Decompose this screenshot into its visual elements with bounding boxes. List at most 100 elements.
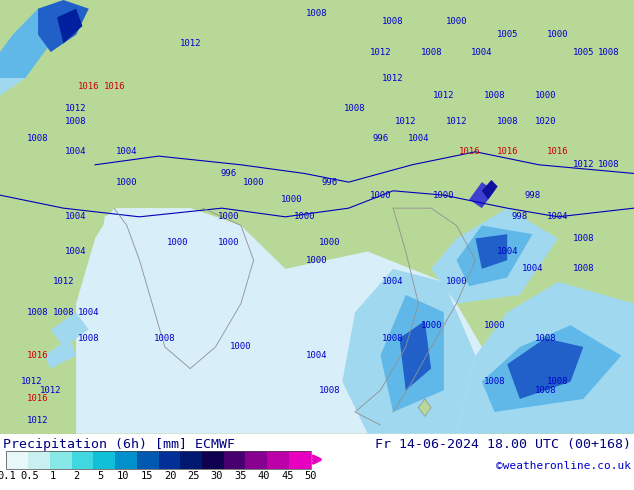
Polygon shape (482, 180, 498, 199)
Text: 1008: 1008 (27, 308, 49, 317)
Polygon shape (482, 325, 621, 412)
Text: 10: 10 (117, 471, 129, 481)
Text: 1004: 1004 (65, 212, 87, 221)
Text: 1004: 1004 (408, 134, 429, 143)
Text: 1008: 1008 (78, 334, 100, 343)
Text: 1012: 1012 (446, 117, 467, 126)
Text: 1008: 1008 (382, 334, 404, 343)
Text: 998: 998 (524, 191, 541, 199)
Text: 1008: 1008 (598, 160, 619, 169)
Text: 5: 5 (97, 471, 103, 481)
Text: 1000: 1000 (116, 178, 138, 187)
Text: 1012: 1012 (433, 91, 455, 100)
Text: 1008: 1008 (534, 386, 556, 395)
Text: 1000: 1000 (294, 212, 315, 221)
Bar (267, 451, 289, 468)
Polygon shape (456, 282, 634, 434)
Polygon shape (0, 9, 63, 78)
Text: 1004: 1004 (65, 147, 87, 156)
Text: 1016: 1016 (458, 147, 480, 156)
Text: 1008: 1008 (306, 8, 328, 18)
Text: 1004: 1004 (522, 265, 543, 273)
Polygon shape (380, 295, 444, 412)
Bar (289, 451, 311, 468)
Text: 1008: 1008 (484, 91, 505, 100)
Text: 1000: 1000 (281, 195, 302, 204)
Text: 1008: 1008 (496, 117, 518, 126)
Text: 1016: 1016 (103, 82, 125, 91)
Bar (50, 451, 72, 468)
Text: Precipitation (6h) [mm] ECMWF: Precipitation (6h) [mm] ECMWF (3, 438, 235, 451)
Text: 1008: 1008 (598, 48, 619, 56)
Text: 2: 2 (74, 471, 80, 481)
Text: 1016: 1016 (547, 147, 569, 156)
Polygon shape (51, 312, 89, 347)
Bar (137, 451, 158, 468)
Text: 1008: 1008 (534, 334, 556, 343)
Polygon shape (431, 208, 558, 304)
Text: 0.5: 0.5 (20, 471, 39, 481)
Bar (202, 451, 224, 468)
Polygon shape (95, 208, 254, 368)
Text: 1008: 1008 (420, 48, 442, 56)
Text: 1000: 1000 (534, 91, 556, 100)
Text: ©weatheronline.co.uk: ©weatheronline.co.uk (496, 461, 631, 471)
Text: 1000: 1000 (243, 178, 264, 187)
Text: 1000: 1000 (167, 238, 188, 247)
Text: 1008: 1008 (27, 134, 49, 143)
Bar (180, 451, 202, 468)
Text: 1012: 1012 (382, 74, 404, 82)
Text: 998: 998 (512, 212, 528, 221)
Polygon shape (76, 208, 495, 434)
Bar (115, 451, 137, 468)
Text: 1008: 1008 (53, 308, 74, 317)
Polygon shape (342, 269, 476, 434)
Text: 1004: 1004 (547, 212, 569, 221)
Text: 0.1: 0.1 (0, 471, 16, 481)
Bar (6, 451, 28, 468)
Polygon shape (456, 225, 533, 286)
Text: 1004: 1004 (382, 277, 404, 286)
Text: 1008: 1008 (65, 117, 87, 126)
Text: 1000: 1000 (217, 212, 239, 221)
Text: 1012: 1012 (40, 386, 61, 395)
Bar (28, 451, 50, 468)
Bar (158, 451, 180, 468)
Text: 1000: 1000 (319, 238, 340, 247)
Text: 1000: 1000 (230, 343, 252, 351)
Bar (72, 451, 93, 468)
Text: 1012: 1012 (573, 160, 594, 169)
Polygon shape (44, 338, 76, 368)
Text: 1004: 1004 (65, 247, 87, 256)
Text: 1000: 1000 (446, 277, 467, 286)
Polygon shape (0, 52, 38, 96)
Text: 996: 996 (321, 178, 338, 187)
Text: 1004: 1004 (471, 48, 493, 56)
Text: Fr 14-06-2024 18.00 UTC (00+168): Fr 14-06-2024 18.00 UTC (00+168) (375, 438, 631, 451)
Text: 1004: 1004 (78, 308, 100, 317)
Text: 1008: 1008 (547, 377, 569, 386)
Text: 20: 20 (164, 471, 176, 481)
Text: 1000: 1000 (547, 30, 569, 39)
Text: 1004: 1004 (116, 147, 138, 156)
Text: 1004: 1004 (496, 247, 518, 256)
Text: 1012: 1012 (179, 39, 201, 48)
Text: 50: 50 (304, 471, 317, 481)
Text: 1008: 1008 (344, 104, 366, 113)
Text: 45: 45 (281, 471, 294, 481)
Text: 1000: 1000 (370, 191, 391, 199)
Bar (245, 451, 267, 468)
Text: 1005: 1005 (496, 30, 518, 39)
Text: 1004: 1004 (306, 351, 328, 360)
Text: 1005: 1005 (573, 48, 594, 56)
Text: 1000: 1000 (217, 238, 239, 247)
Bar (93, 451, 115, 468)
Polygon shape (399, 321, 431, 390)
Text: 1016: 1016 (27, 394, 49, 403)
Text: 1008: 1008 (319, 386, 340, 395)
Text: 1000: 1000 (306, 256, 328, 265)
Text: 1012: 1012 (21, 377, 42, 386)
Text: 1016: 1016 (496, 147, 518, 156)
Text: 1016: 1016 (27, 351, 49, 360)
Text: 1012: 1012 (27, 416, 49, 425)
